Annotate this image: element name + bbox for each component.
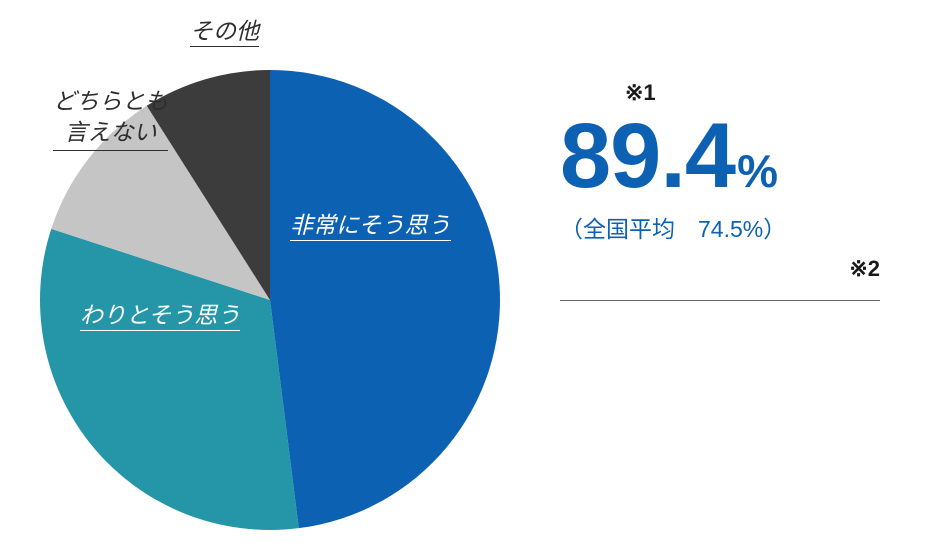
headline-number: 89.4: [560, 110, 735, 202]
headline-value: 89.4 %: [560, 110, 900, 202]
pie-chart: 非常にそう思う わりとそう思う どちらとも言えない その他: [0, 0, 520, 547]
slice-label-very: 非常にそう思う: [290, 210, 451, 241]
pie-slice-very: [270, 70, 500, 528]
slice-label-quite: わりとそう思う: [80, 300, 240, 331]
slice-label-text: わりとそう思う: [80, 302, 240, 331]
slice-label-text: 非常にそう思う: [290, 212, 451, 241]
footnote-2: ※2: [560, 256, 880, 282]
footnote-1: ※1: [625, 80, 900, 106]
slice-label-text: どちらとも言えない: [53, 86, 168, 151]
divider: [560, 300, 880, 301]
subtitle-national-average: （全国平均 74.5%）: [560, 210, 900, 244]
slice-label-other: その他: [190, 16, 259, 47]
slice-label-text: その他: [190, 18, 259, 47]
stat-block: ※1 89.4 % （全国平均 74.5%） ※2: [560, 80, 900, 301]
slice-label-neutral: どちらとも言えない: [53, 86, 168, 151]
headline-percent: %: [737, 144, 778, 198]
